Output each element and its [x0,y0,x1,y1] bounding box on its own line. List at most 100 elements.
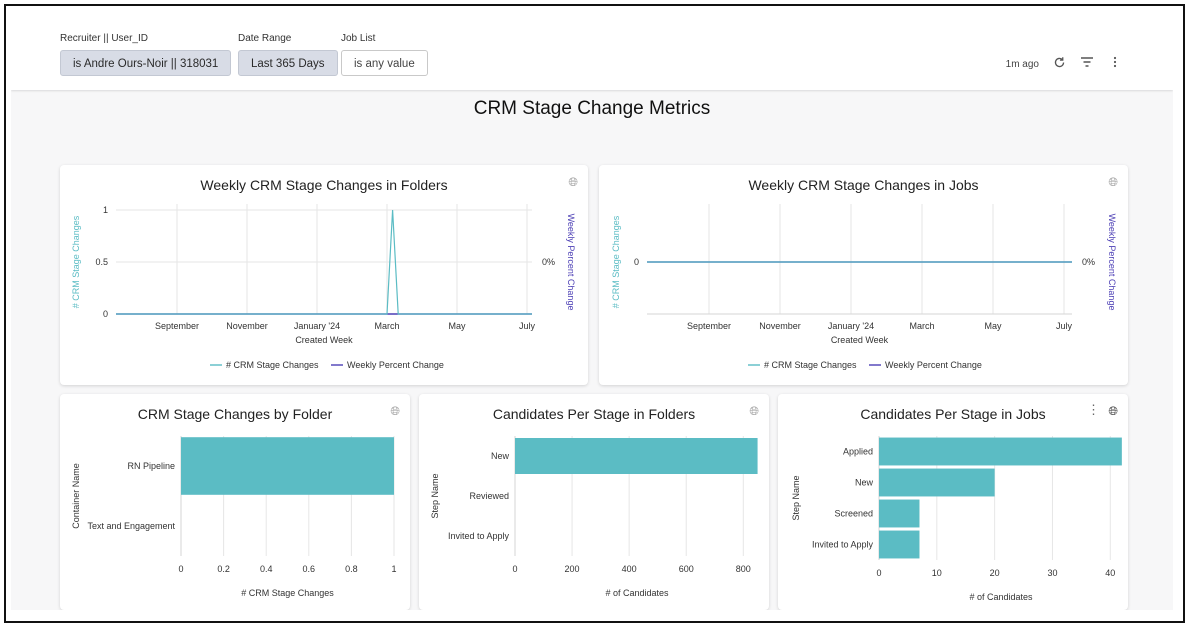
x-axis-title: # of Candidates [969,592,1033,602]
tile-per-stage-folders: Candidates Per Stage in Folders 🌐︎ 0 200 4… [419,394,769,610]
x-tick-label: May [448,321,466,331]
y-axis-title: Step Name [430,473,440,518]
recruiter-filter-value[interactable]: is Andre Ours-Noir || 318031 [60,50,232,76]
x-tick-label: September [687,321,731,331]
series-line-crm-stage-changes [116,209,532,315]
last-updated: 1m ago [1005,58,1039,70]
y2-axis-title: Weekly Percent Change [1107,214,1117,311]
bar [879,468,995,497]
y-tick-label: 0 [103,309,108,319]
line-chart-folders: 0 0.5 1 0% September November January '24 March… [71,204,576,370]
refresh-icon[interactable] [1051,56,1067,72]
bar [879,530,920,559]
x-tick-label: January '24 [294,321,340,331]
job-list-filter: Job List is any value [341,32,428,76]
legend-item: Weekly Percent Change [347,360,444,370]
category-label: New [855,478,874,488]
x-tick-label: November [226,321,268,331]
x-tick-label: 20 [990,568,1000,578]
tile-per-stage-jobs: Candidates Per Stage in Jobs ⋮ 🌐︎ 0 10 20 3… [778,394,1128,610]
globe-icon[interactable]: 🌐︎ [568,175,578,189]
bar-chart-per-stage-jobs: 0 10 20 30 40 Applied New Screened Invited to Ap… [791,436,1122,602]
category-label: Screened [834,509,873,519]
x-tick-label: 400 [622,564,637,574]
category-label: Reviewed [469,491,509,501]
x-tick-label: 200 [565,564,580,574]
y2-axis-title: Weekly Percent Change [566,214,576,311]
x-tick-label: 0.6 [303,564,316,574]
x-tick-label: 0 [178,564,183,574]
x-tick-label: July [519,321,536,331]
more-vert-icon[interactable] [1107,56,1123,72]
x-tick-label: July [1056,321,1073,331]
bar-chart-per-stage-folders: 0 200 400 600 800 New Reviewed Invited to Apply… [430,436,758,598]
x-axis-title: Created Week [295,335,353,345]
y-tick-label: 1 [103,205,108,215]
x-axis-title: # of Candidates [605,588,669,598]
y-axis-title: # CRM Stage Changes [611,215,621,308]
x-tick-label: January '24 [828,321,874,331]
more-vert-icon[interactable]: ⋮ [1087,402,1100,417]
x-tick-label: March [909,321,934,331]
bar [515,438,758,474]
category-label: RN Pipeline [127,461,175,471]
x-axis-title: Created Week [831,335,889,345]
date-range-filter-value[interactable]: Last 365 Days [238,50,338,76]
date-range-filter: Date Range Last 365 Days [238,32,338,76]
y-axis-title: Step Name [791,475,801,520]
x-tick-label: 40 [1105,568,1115,578]
dashboard-controls: 1m ago [1006,56,1123,72]
category-label: Text and Engagement [87,521,175,531]
y-tick-label: 0.5 [95,257,108,267]
tile-by-folder: CRM Stage Changes by Folder 🌐︎ 0 0.2 0.4 0.… [60,394,410,610]
chart-title: Candidates Per Stage in Jobs [860,406,1046,422]
bar [879,499,920,528]
x-tick-label: May [984,321,1002,331]
x-tick-label: 30 [1047,568,1057,578]
x-tick-label: 0 [876,568,881,578]
chart-title: Weekly CRM Stage Changes in Jobs [748,177,979,193]
job-list-filter-value[interactable]: is any value [341,50,428,76]
filter-bar: Recruiter || User_ID is Andre Ours-Noir … [11,10,1173,90]
y2-tick-label: 0% [1082,257,1095,267]
category-label: New [491,451,510,461]
bar-chart-by-folder: 0 0.2 0.4 0.6 0.8 1 RN Pipeline Text and Engage… [71,436,397,598]
x-tick-label: 1 [391,564,396,574]
chart-title: Candidates Per Stage in Folders [492,406,696,422]
date-range-filter-label: Date Range [238,33,292,44]
globe-icon[interactable]: 🌐︎ [749,404,759,418]
filter-icon[interactable] [1079,56,1095,72]
x-tick-label: September [155,321,199,331]
screenshot-frame: Recruiter || User_ID is Andre Ours-Noir … [4,4,1185,623]
x-tick-label: 800 [736,564,751,574]
x-tick-label: 10 [932,568,942,578]
chart-title: Weekly CRM Stage Changes in Folders [200,177,448,193]
x-tick-label: 0.2 [217,564,230,574]
globe-icon[interactable]: 🌐︎ [1108,175,1118,189]
y-tick-label: 0 [634,257,639,267]
x-tick-label: March [374,321,399,331]
globe-icon[interactable]: 🌐︎ [390,404,400,418]
y2-tick-label: 0% [542,257,555,267]
bar [879,437,1122,466]
dashboard-title: CRM Stage Change Metrics [473,98,711,119]
dashboard: Recruiter || User_ID is Andre Ours-Noir … [11,10,1173,610]
tile-folders-weekly: Weekly CRM Stage Changes in Folders 🌐︎ 0… [60,165,588,385]
legend-item: # CRM Stage Changes [226,360,319,370]
x-tick-label: 0.4 [260,564,273,574]
y-axis-title: # CRM Stage Changes [71,215,81,308]
legend-item: # CRM Stage Changes [764,360,857,370]
category-label: Invited to Apply [448,531,510,541]
job-list-filter-label: Job List [341,33,376,44]
chart-title: CRM Stage Changes by Folder [137,406,333,422]
recruiter-filter-label: Recruiter || User_ID [60,33,148,44]
category-label: Invited to Apply [812,540,874,550]
bar [181,437,394,495]
x-tick-label: 600 [679,564,694,574]
globe-icon[interactable]: 🌐︎ [1108,404,1118,418]
line-chart-jobs: 0 0% September November January '24 March May J… [611,204,1117,370]
x-tick-label: 0 [512,564,517,574]
tile-jobs-weekly: Weekly CRM Stage Changes in Jobs 🌐︎ 0 0% S… [599,165,1128,385]
y-axis-title: Container Name [71,463,81,529]
category-label: Applied [843,447,873,457]
